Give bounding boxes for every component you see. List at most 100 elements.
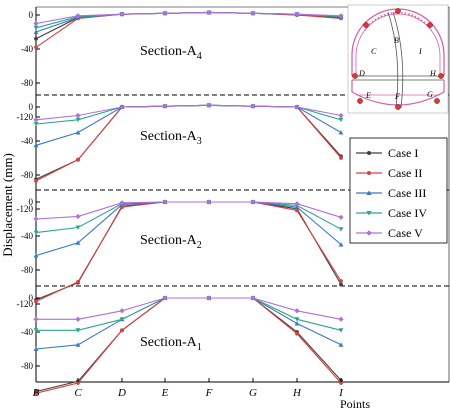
data-point xyxy=(119,11,125,17)
data-point xyxy=(338,227,344,232)
tunnel-inset-diagram: B C D E F G H I xyxy=(347,4,449,114)
section-label-subscript: 1 xyxy=(197,342,202,353)
y-tick-label: -80 xyxy=(21,78,33,88)
data-point xyxy=(250,10,256,16)
data-point xyxy=(162,199,168,205)
monitoring-point xyxy=(363,22,369,28)
data-point xyxy=(75,130,81,135)
x-tick-label: C xyxy=(74,387,82,399)
legend-marker xyxy=(366,230,372,236)
monitoring-point-label: G xyxy=(427,90,433,99)
data-point xyxy=(206,295,212,301)
x-axis-label: Points xyxy=(340,397,370,411)
y-tick-label: -80 xyxy=(21,361,33,371)
section-label: Section-A4 xyxy=(140,44,202,62)
data-point xyxy=(119,317,125,322)
data-point xyxy=(75,342,81,347)
x-tick-label: I xyxy=(338,387,344,399)
legend-label: Case IV xyxy=(388,206,427,220)
y-tick-label: 0 xyxy=(29,102,34,112)
legend-marker xyxy=(367,151,371,155)
data-point xyxy=(75,240,81,245)
monitoring-point-label: E xyxy=(365,91,371,100)
data-point xyxy=(119,308,125,314)
data-point xyxy=(295,331,299,336)
monitoring-point-label: I xyxy=(418,47,422,56)
series-line xyxy=(36,297,342,320)
y-tick-label: -120 xyxy=(17,204,34,214)
legend: Case I Case II Case III Case IV Case V xyxy=(349,137,448,244)
section-label-main: Section-A xyxy=(140,335,198,350)
data-point xyxy=(76,280,80,284)
data-point xyxy=(339,381,343,385)
x-tick-label: G xyxy=(249,387,257,399)
section-label: Section-A1 xyxy=(140,335,202,353)
x-tick-label: F xyxy=(205,387,213,399)
monitoring-point-label: C xyxy=(371,47,377,56)
data-point xyxy=(294,308,300,314)
data-point xyxy=(162,295,168,301)
monitoring-point xyxy=(357,98,363,104)
section-label-main: Section-A xyxy=(140,129,198,144)
y-tick-label: -40 xyxy=(21,327,33,337)
monitoring-point-label: F xyxy=(394,92,400,101)
legend-box xyxy=(349,137,448,244)
data-point xyxy=(338,130,344,135)
data-point xyxy=(338,117,344,123)
data-point xyxy=(75,112,81,119)
data-point xyxy=(33,122,39,127)
series-line xyxy=(35,11,342,25)
data-point xyxy=(338,328,344,333)
data-point xyxy=(162,10,168,16)
data-point xyxy=(120,328,124,333)
sections: 0-40-80-120Section-A40-40-80-120Section-… xyxy=(17,9,344,396)
y-tick-label: -40 xyxy=(21,136,33,146)
legend-marker xyxy=(366,211,372,216)
data-point xyxy=(75,213,81,220)
data-point xyxy=(119,104,125,110)
monitoring-point-label: B xyxy=(394,36,399,45)
data-point xyxy=(119,200,125,206)
data-point xyxy=(338,242,344,247)
data-point xyxy=(33,216,39,222)
data-point xyxy=(33,346,39,351)
section-1: 0 -40 -80 -120 Section-A4 xyxy=(17,9,344,122)
y-axis-label: Displacement (mm) xyxy=(0,153,15,257)
data-point xyxy=(338,13,344,19)
data-point xyxy=(338,214,344,220)
data-point xyxy=(338,316,344,322)
monitoring-point xyxy=(395,104,401,110)
data-point xyxy=(34,45,38,50)
data-point xyxy=(33,316,39,322)
section-label-subscript: 4 xyxy=(197,51,202,62)
x-tick-label: H xyxy=(292,387,302,399)
section-4: 0 -40 -80 Section-A1 xyxy=(21,293,344,396)
x-axis: B C D E F G H I xyxy=(33,378,344,399)
legend-marker xyxy=(366,190,372,195)
section-label-main: Section-A xyxy=(140,233,198,248)
data-point xyxy=(34,391,38,396)
data-point xyxy=(250,103,256,109)
data-point xyxy=(34,179,38,183)
monitoring-point xyxy=(395,8,401,14)
data-point xyxy=(33,253,39,258)
data-point xyxy=(250,295,256,301)
y-tick-label: -80 xyxy=(21,265,33,275)
data-point xyxy=(76,157,80,162)
data-point xyxy=(339,279,343,283)
data-point xyxy=(162,103,168,109)
monitoring-point-label: D xyxy=(358,69,365,78)
data-point xyxy=(75,328,81,333)
data-point xyxy=(250,199,256,205)
monitoring-point xyxy=(352,73,358,79)
data-point xyxy=(33,142,39,148)
data-point xyxy=(294,11,300,17)
section-label: Section-A3 xyxy=(140,129,202,147)
series-line xyxy=(35,201,342,220)
monitoring-point-label: H xyxy=(429,69,437,78)
y-tick-label: -120 xyxy=(17,112,34,122)
section-2: 0 -40 -80 -120 Section-A3 xyxy=(17,102,344,214)
data-point xyxy=(34,36,38,41)
section-label-main: Section-A xyxy=(140,44,198,59)
